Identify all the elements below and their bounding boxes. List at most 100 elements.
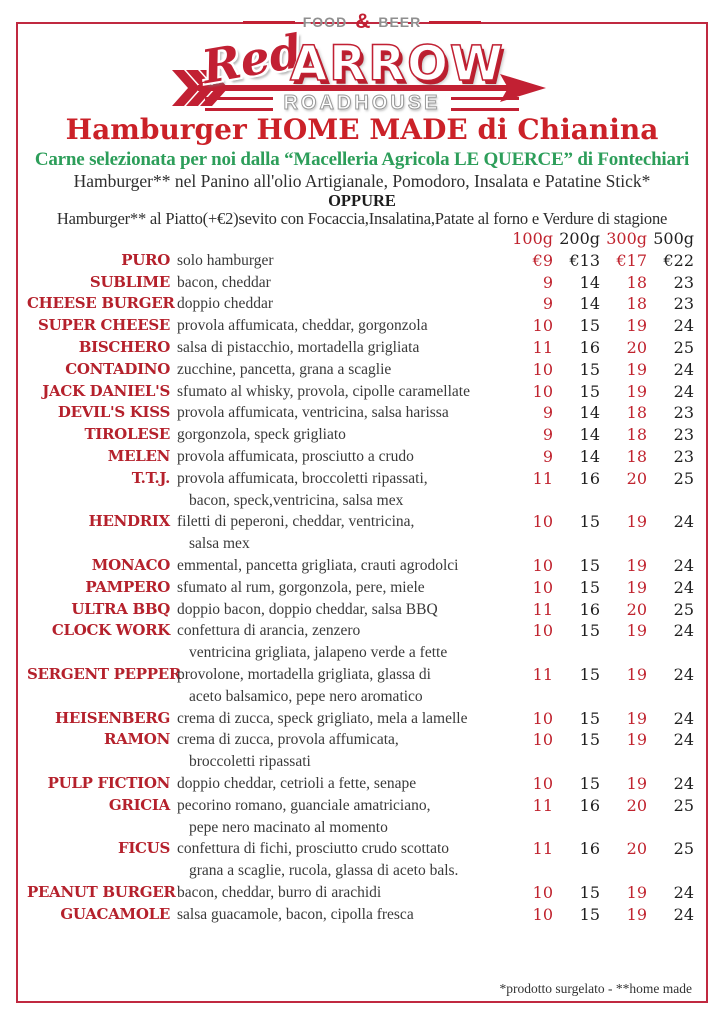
menu-item-name: RAMON: [104, 730, 170, 749]
menu-item-row: BISCHERO salsa di pistacchio, mortadella …: [27, 337, 694, 359]
menu-item-price-500g: 25: [673, 839, 694, 859]
menu-item-desc-line1: salsa di pistacchio, mortadella grigliat…: [177, 338, 420, 356]
menu-item-description: emmental, pancetta grigliata, crauti agr…: [177, 555, 506, 577]
menu-item-price-200g: 16: [579, 839, 600, 859]
tagline-left-rule: [242, 20, 295, 24]
menu-item-name: FICUS: [117, 839, 170, 858]
menu-item-price-300g: 18: [626, 272, 647, 292]
menu-item-price-500g: 24: [673, 577, 694, 597]
menu-item-price-200g: 15: [579, 664, 600, 684]
footnote: *prodotto surgelato - **home made: [499, 981, 692, 996]
menu-item-desc-line1: provolone, mortadella grigliata, glassa …: [177, 665, 431, 683]
size-header-200g: 200g: [559, 229, 600, 248]
menu-item-price-200g: 15: [579, 316, 600, 336]
menu-item-name: PAMPERO: [85, 577, 170, 596]
menu-item-desc-line1: bacon, cheddar, burro di arachidi: [177, 883, 382, 901]
menu-item-price-500g: €22: [663, 250, 694, 270]
menu-item-description: bacon, cheddar: [177, 272, 506, 294]
menu-item-description: gorgonzola, speck grigliato: [177, 424, 506, 446]
menu-item-price-500g: 25: [673, 468, 694, 488]
menu-item-price-100g: 9: [542, 425, 553, 445]
menu-item-price-500g: 24: [673, 664, 694, 684]
menu-item-price-300g: €17: [616, 250, 647, 270]
menu-item-row: DEVIL'S KISS provola affumicata, ventrici…: [27, 402, 694, 424]
menu-item-price-500g: 23: [673, 425, 694, 445]
menu-item-description: salsa guacamole, bacon, cipolla fresca: [177, 904, 506, 926]
menu-item-name: GRICIA: [108, 795, 170, 814]
size-header-row: 100g 200g 300g 500g: [27, 228, 694, 250]
menu-item-row: PURO solo hamburger €9 €13 €17 €22: [27, 250, 694, 272]
menu-item-row: T.T.J. provola affumicata, broccoletti ri…: [27, 468, 694, 512]
menu-item-desc-line1: solo hamburger: [177, 251, 274, 269]
menu-item-price-100g: 10: [532, 730, 553, 750]
menu-item-desc-line1: gorgonzola, speck grigliato: [177, 426, 346, 444]
menu-item-desc-line1: zucchine, pancetta, grana a scaglie: [177, 360, 392, 378]
roadhouse-right-rules: [450, 96, 519, 111]
menu-item-price-300g: 19: [626, 664, 647, 684]
menu-item-price-300g: 19: [626, 773, 647, 793]
menu-item-description: zucchine, pancetta, grana a scaglie: [177, 359, 506, 381]
menu-item-price-500g: 24: [673, 555, 694, 575]
menu-item-row: PEANUT BURGER bacon, cheddar, burro di ar…: [27, 882, 694, 904]
menu-item-name: SUPER CHEESE: [38, 316, 170, 335]
menu-item-description: filetti di peperoni, cheddar, ventricina…: [177, 511, 506, 555]
brand-arrow-word: ARROW: [289, 35, 505, 93]
menu-item-desc-line1: bacon, cheddar: [177, 273, 271, 291]
menu-item-name: PURO: [121, 250, 170, 269]
serving-option-2: Hamburger** al Piatto(+€2)sevito con Foc…: [56, 209, 668, 228]
menu-item-name: HENDRIX: [88, 512, 171, 531]
menu-item-price-300g: 19: [626, 555, 647, 575]
menu-item-price-100g: 10: [532, 708, 553, 728]
menu-item-desc-line1: filetti di peperoni, cheddar, ventricina…: [177, 513, 415, 531]
menu-item-description: solo hamburger: [177, 250, 506, 272]
menu-item-price-300g: 19: [626, 730, 647, 750]
restaurant-logo: FOOD & BEER Red ARROW ROADHOUSE: [0, 0, 724, 115]
menu-item-row: SUPER CHEESE provola affumicata, cheddar,…: [27, 315, 694, 337]
menu-item-price-100g: 11: [532, 599, 553, 619]
menu-item-price-500g: 24: [673, 730, 694, 750]
tagline-beer-label: BEER: [378, 14, 422, 30]
menu-item-price-100g: 10: [532, 359, 553, 379]
serving-option-1: Hamburger** nel Panino all'olio Artigian…: [73, 171, 651, 191]
menu-item-description: provolone, mortadella grigliata, glassa …: [177, 664, 506, 708]
menu-item-name: PEANUT BURGER: [27, 882, 176, 901]
menu-item-row: GUACAMOLE salsa guacamole, bacon, cipolla…: [27, 904, 694, 926]
menu-rows: PURO solo hamburger €9 €13 €17 €22 SUBLIME baco…: [27, 250, 694, 926]
menu-item-price-100g: 11: [532, 664, 553, 684]
menu-item-description: crema di zucca, provola affumicata, brocc…: [177, 729, 506, 773]
menu-item-name: JACK DANIEL'S: [42, 381, 170, 400]
menu-item-row: MONACO emmental, pancetta grigliata, crau…: [27, 555, 694, 577]
menu-item-row: CONTADINO zucchine, pancetta, grana a sca…: [27, 359, 694, 381]
menu-item-description: provola affumicata, cheddar, gorgonzola: [177, 315, 506, 337]
menu-item-desc-line1: provola affumicata, cheddar, gorgonzola: [177, 317, 428, 335]
menu-item-price-300g: 18: [626, 403, 647, 423]
menu-item-row: SERGENT PEPPER provolone, mortadella grig…: [27, 664, 694, 708]
menu-item-name: ULTRA BBQ: [71, 599, 170, 618]
menu-item-row: CLOCK WORK confettura di arancia, zenzero…: [27, 620, 694, 664]
menu-item-price-500g: 25: [673, 337, 694, 357]
menu-item-name: CLOCK WORK: [51, 621, 170, 640]
menu-item-row: FICUS confettura di fichi, prosciutto cru…: [27, 838, 694, 882]
menu-item-price-200g: 14: [579, 294, 600, 314]
menu-item-price-300g: 19: [626, 882, 647, 902]
menu-item-price-300g: 20: [626, 599, 647, 619]
menu-item-description: provola affumicata, ventricina, salsa ha…: [177, 402, 506, 424]
menu-item-name: TIROLESE: [84, 425, 170, 444]
menu-item-price-100g: 9: [542, 446, 553, 466]
menu-item-price-300g: 20: [626, 468, 647, 488]
menu-item-desc-line1: salsa guacamole, bacon, cipolla fresca: [177, 905, 414, 923]
menu-item-name: DEVIL'S KISS: [57, 403, 170, 422]
menu-item-name: SERGENT PEPPER: [27, 664, 182, 683]
menu-item-row: JACK DANIEL'S sfumato al whisky, provola,…: [27, 381, 694, 403]
menu-item-desc-line1: pecorino romano, guanciale amatriciano,: [177, 796, 431, 814]
menu-item-price-100g: 9: [542, 272, 553, 292]
menu-item-desc-line2: broccoletti ripassati: [189, 753, 311, 771]
menu-item-desc-line1: sfumato al whisky, provola, cipolle cara…: [177, 382, 470, 400]
menu-item-description: confettura di fichi, prosciutto crudo sc…: [177, 838, 506, 882]
menu-item-name: PULP FICTION: [47, 773, 171, 792]
menu-item-name: MELEN: [107, 446, 171, 465]
menu-item-price-500g: 23: [673, 272, 694, 292]
menu-item-price-300g: 19: [626, 316, 647, 336]
menu-item-price-100g: 11: [532, 795, 553, 815]
menu-item-price-200g: 15: [579, 904, 600, 924]
